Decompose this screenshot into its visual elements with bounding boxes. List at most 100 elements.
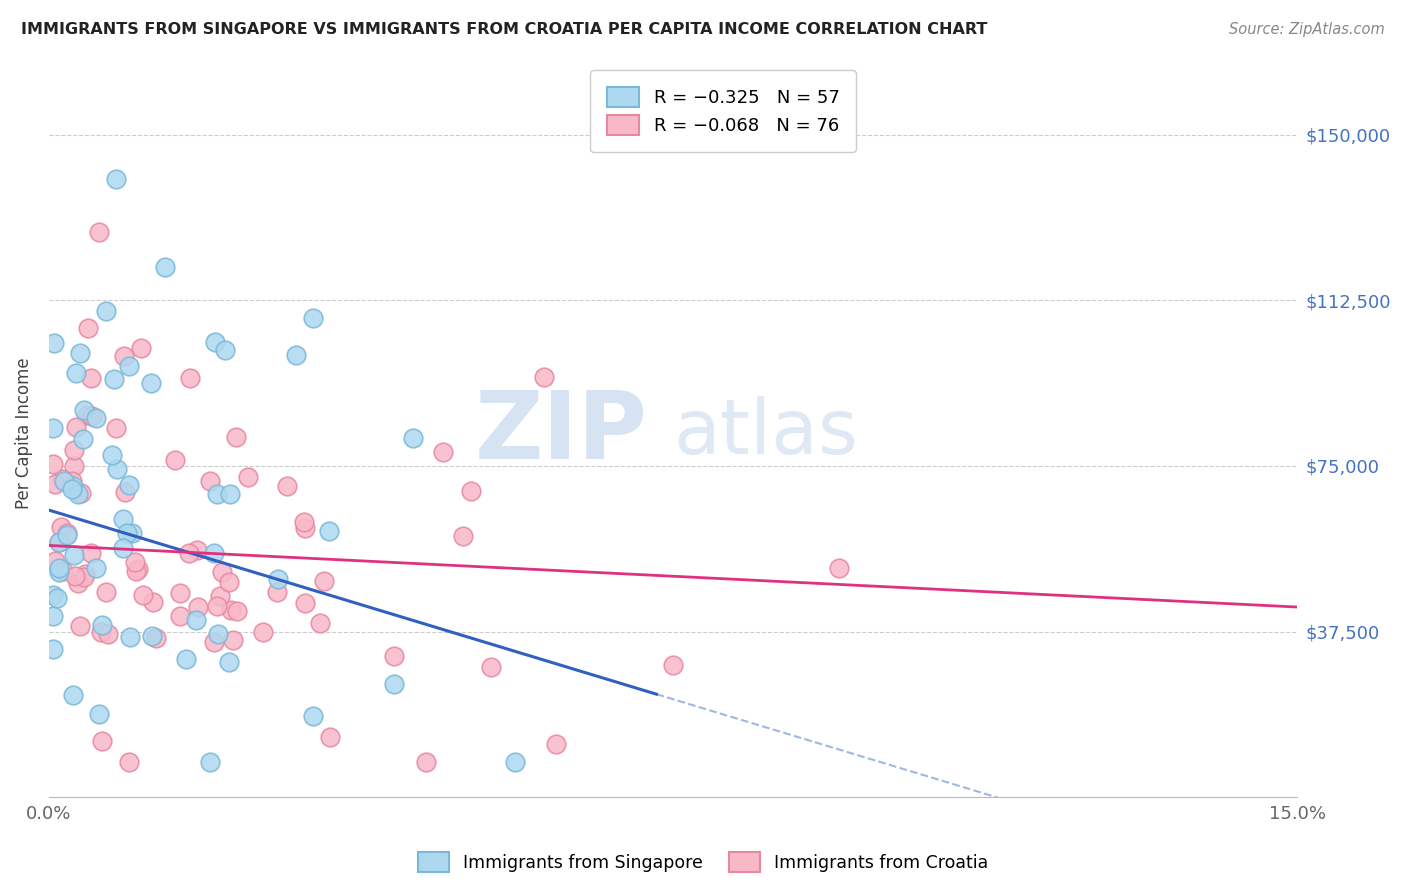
Legend: Immigrants from Singapore, Immigrants from Croatia: Immigrants from Singapore, Immigrants fr… (411, 845, 995, 879)
Point (209, 589, 232, 603)
Point (73, 570, 96, 584)
Point (214, 343, 236, 358)
Point (51, 472, 73, 486)
Point (402, 431, 425, 445)
Point (198, 755, 221, 769)
Point (42, 588, 65, 602)
Text: ZIP: ZIP (475, 387, 648, 479)
Point (218, 574, 240, 589)
Point (62, 443, 84, 458)
Point (53, 474, 76, 488)
Point (131, 341, 153, 355)
Point (42, 641, 65, 656)
Legend: R = −0.325   N = 57, R = −0.068   N = 76: R = −0.325 N = 57, R = −0.068 N = 76 (591, 70, 856, 152)
Point (302, 310, 325, 325)
Point (314, 574, 336, 588)
Point (202, 635, 225, 649)
Point (294, 596, 316, 610)
Point (124, 555, 146, 569)
Point (139, 376, 162, 390)
Point (76, 408, 98, 422)
Point (145, 632, 167, 646)
Point (63, 549, 86, 563)
Y-axis label: Per Capita Income: Per Capita Income (15, 357, 32, 508)
Point (207, 627, 229, 641)
Point (186, 542, 208, 557)
Point (205, 599, 228, 614)
Point (103, 372, 125, 386)
Point (382, 676, 405, 690)
Point (44, 477, 66, 491)
Point (218, 655, 240, 669)
Point (51, 564, 73, 578)
Point (42, 609, 65, 624)
Point (79, 370, 101, 384)
Point (225, 430, 247, 444)
Point (292, 516, 315, 530)
Point (79, 546, 101, 560)
Point (65, 366, 87, 380)
Point (226, 604, 249, 618)
Point (82, 409, 104, 424)
Point (69, 619, 91, 633)
Point (294, 520, 316, 534)
Point (112, 541, 135, 555)
Point (73, 403, 96, 417)
Point (60, 482, 83, 496)
Point (105, 421, 128, 435)
Text: atlas: atlas (673, 396, 858, 470)
Point (544, 738, 567, 752)
Point (97, 626, 120, 640)
Point (284, 348, 307, 362)
Point (141, 629, 163, 643)
Point (48, 561, 70, 575)
Point (112, 349, 135, 363)
Point (222, 632, 245, 647)
Point (84, 411, 107, 425)
Point (105, 462, 128, 476)
Point (100, 448, 122, 462)
Point (187, 599, 209, 614)
Point (94, 303, 117, 318)
Point (91, 617, 114, 632)
Point (48, 534, 70, 549)
Point (118, 359, 141, 373)
Point (84, 561, 107, 575)
Point (63, 568, 86, 582)
Point (65, 419, 87, 434)
Point (319, 730, 342, 744)
Point (60, 475, 83, 489)
Point (179, 370, 201, 384)
Point (49, 519, 72, 533)
Point (46, 591, 69, 605)
Point (72, 433, 94, 447)
Point (67, 487, 90, 501)
Point (115, 525, 138, 540)
Point (118, 630, 141, 644)
Point (309, 616, 332, 631)
Point (451, 529, 474, 543)
Point (266, 573, 288, 587)
Point (205, 487, 228, 501)
Point (114, 485, 136, 500)
Point (63, 459, 86, 474)
Point (91, 734, 114, 748)
Point (42, 421, 65, 435)
Point (132, 588, 155, 602)
Point (121, 525, 143, 540)
Point (73, 567, 96, 582)
Point (460, 483, 482, 498)
Point (266, 585, 288, 599)
Point (236, 469, 259, 483)
Point (479, 659, 502, 673)
Point (90, 625, 112, 640)
Point (96, 585, 118, 599)
Text: Source: ZipAtlas.com: Source: ZipAtlas.com (1229, 22, 1385, 37)
Point (142, 595, 165, 609)
Point (382, 648, 405, 663)
Point (44, 554, 66, 568)
Point (77, 321, 100, 335)
Point (42, 336, 65, 351)
Point (127, 562, 149, 576)
Point (124, 564, 146, 578)
